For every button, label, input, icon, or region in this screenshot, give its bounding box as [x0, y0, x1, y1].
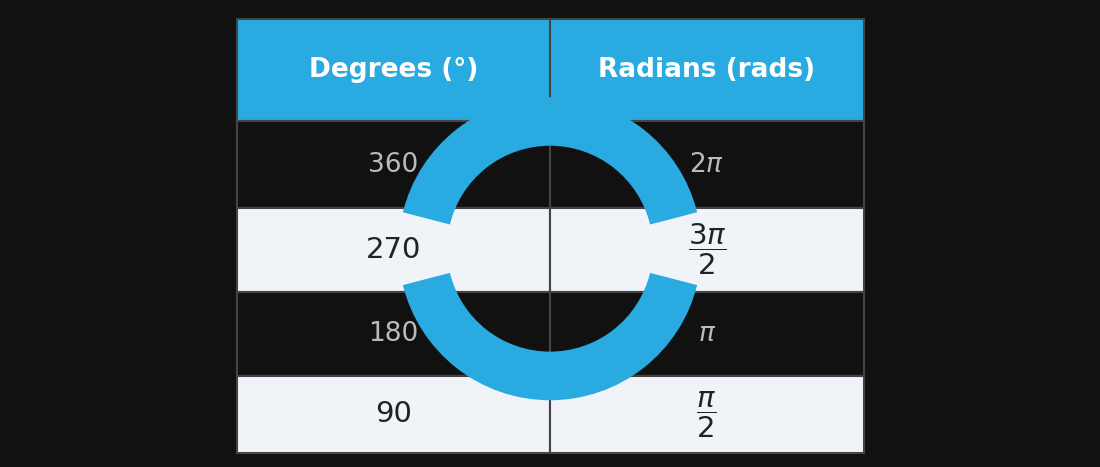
Bar [550, 376, 864, 453]
Bar [236, 121, 550, 208]
Bar [550, 208, 864, 292]
Bar [550, 121, 864, 208]
Bar [550, 19, 864, 121]
Text: Degrees (°): Degrees (°) [309, 57, 477, 83]
Bar [236, 376, 550, 453]
Text: $\pi$: $\pi$ [697, 321, 716, 347]
Bar [236, 208, 550, 292]
Bar [550, 292, 864, 376]
Text: 270: 270 [365, 236, 421, 264]
Text: $\dfrac{\pi}{2}$: $\dfrac{\pi}{2}$ [696, 389, 717, 439]
Text: 90: 90 [375, 401, 411, 428]
Text: 360: 360 [368, 152, 418, 177]
Bar [236, 19, 550, 121]
Text: $2\pi$: $2\pi$ [690, 152, 724, 177]
Text: 180: 180 [368, 321, 418, 347]
Bar [236, 292, 550, 376]
Text: $\dfrac{3\pi}{2}$: $\dfrac{3\pi}{2}$ [688, 222, 726, 277]
Text: Radians (rads): Radians (rads) [598, 57, 815, 83]
